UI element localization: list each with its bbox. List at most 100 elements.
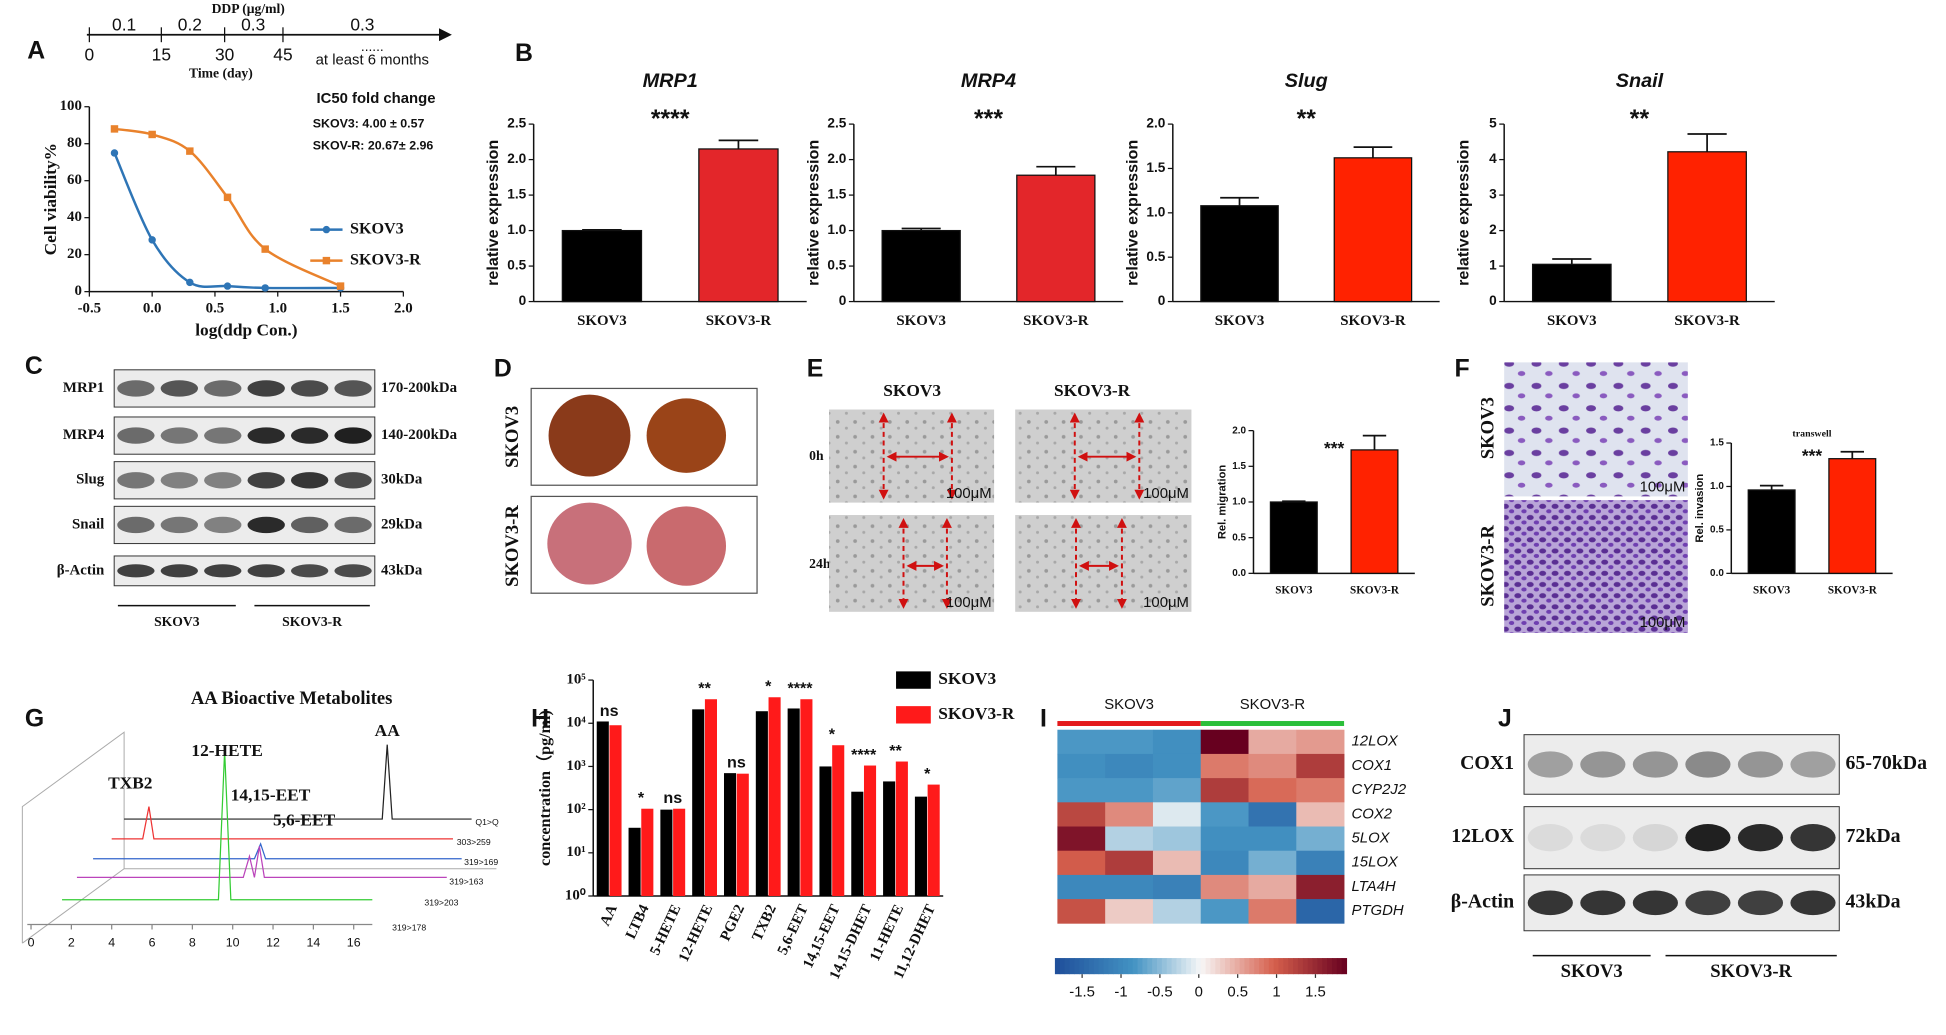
- blot-size: 65-70kDa: [1845, 752, 1927, 774]
- row-label: COX1: [1352, 758, 1393, 774]
- group-bar: [1200, 721, 1345, 726]
- panel-letter: E: [807, 355, 824, 382]
- y-tick-label: 0: [839, 293, 847, 308]
- blot-band: [334, 427, 372, 444]
- x-tick-label: SKOV3-R: [1674, 313, 1740, 329]
- blot-band: [1527, 890, 1573, 916]
- blot-band: [1632, 824, 1678, 852]
- transition-label: 319>169: [464, 857, 498, 867]
- x-tick-label: 4: [108, 935, 115, 949]
- colorbar-slice: [1293, 958, 1299, 975]
- annotation: IC50 fold change: [316, 91, 435, 107]
- trace: [93, 842, 462, 860]
- group-bar: [1057, 721, 1201, 726]
- legend-label: SKOV3: [938, 669, 996, 688]
- heat-cell: [1248, 778, 1297, 803]
- colorbar-tick-label: 0.5: [1227, 985, 1248, 1001]
- x-tick-label: 0.5: [206, 300, 225, 316]
- x-tick-label: SKOV3-R: [1350, 584, 1400, 596]
- y-tick-label: 20: [67, 246, 82, 262]
- heat-cell: [1057, 899, 1106, 924]
- blot-band: [1580, 751, 1626, 778]
- point: [186, 147, 194, 155]
- point: [148, 236, 156, 244]
- bar: [914, 796, 927, 897]
- colorbar-slice: [1239, 958, 1245, 975]
- y-tick-label: 2.5: [827, 116, 846, 131]
- row-label: COX2: [1352, 806, 1393, 822]
- legend-marker: [322, 256, 331, 265]
- panel-letter: H: [531, 705, 549, 732]
- colorbar-slice: [1059, 958, 1066, 975]
- legend-label: SKOV3-R: [938, 704, 1015, 723]
- annotation: SKOV-R: 20.67± 2.96: [313, 139, 434, 153]
- significance: *: [829, 726, 836, 744]
- colorbar-slice: [1327, 958, 1333, 975]
- timeline-dots: ......: [361, 39, 384, 54]
- bar: [1016, 174, 1096, 303]
- colorbar-slice: [1152, 958, 1158, 975]
- blot-band: [247, 427, 285, 444]
- timeline-axis-label: Time (day): [189, 66, 253, 82]
- colorbar-slice: [1195, 958, 1202, 975]
- bar: [1269, 501, 1318, 574]
- colorbar-slice: [1205, 958, 1211, 975]
- colorbar-slice: [1244, 958, 1250, 975]
- colorbar-slice: [1229, 958, 1236, 975]
- bar: [628, 827, 641, 897]
- blot-label: β-Actin: [1451, 890, 1514, 912]
- chart-title: MRP4: [961, 70, 1016, 92]
- y-axis-label: concentration（pg/ml): [536, 710, 554, 866]
- y-axis-label: Cell viability%: [41, 143, 60, 255]
- heat-cell: [1248, 826, 1297, 852]
- heat-cell: [1152, 753, 1202, 779]
- chart-title: MRP1: [643, 70, 698, 92]
- point: [261, 245, 269, 253]
- day-label: 0: [85, 44, 95, 64]
- blot-band: [1632, 890, 1678, 916]
- micrograph: [1504, 362, 1688, 497]
- x-tick-label: SKOV3: [1215, 313, 1265, 329]
- legend-swatch: [896, 671, 931, 689]
- y-tick-label: 1.0: [507, 222, 526, 237]
- significance: ns: [663, 789, 682, 807]
- colorbar-slice: [1186, 958, 1192, 975]
- legend-marker: [322, 225, 331, 234]
- heat-cell: [1248, 874, 1297, 900]
- blot-label: COX1: [1460, 752, 1514, 774]
- colorbar-slice: [1331, 958, 1338, 975]
- bar: [1667, 151, 1747, 303]
- dose-label: 0.1: [112, 15, 136, 35]
- colorbar-slice: [1181, 958, 1187, 975]
- significance: ***: [1802, 445, 1823, 465]
- x-tick-label: SKOV3: [1547, 313, 1597, 329]
- heat-cell: [1152, 778, 1202, 803]
- colorbar-slice: [1191, 958, 1197, 975]
- trace: [76, 846, 447, 879]
- y-tick-label: 0: [74, 283, 81, 299]
- blot-band: [117, 472, 155, 489]
- significance: ****: [787, 680, 813, 698]
- row-label: SKOV3: [1478, 397, 1499, 459]
- heat-cell: [1248, 802, 1297, 827]
- colorbar-slice: [1278, 958, 1284, 975]
- y-tick-label: 0.5: [827, 258, 846, 273]
- y-tick-label: 2: [1489, 222, 1497, 237]
- significance: ****: [851, 746, 877, 764]
- chart-title: Slug: [1285, 70, 1328, 92]
- significance: ***: [1324, 438, 1345, 458]
- dose-label: 0.3: [241, 15, 265, 35]
- colorbar-slice: [1225, 958, 1231, 975]
- colorbar-slice: [1122, 958, 1129, 975]
- y-tick-label: 2.0: [507, 151, 526, 166]
- x-tick-label: 12: [266, 935, 280, 949]
- point: [148, 130, 156, 139]
- colorbar-slice: [1127, 958, 1134, 975]
- micrograph: [1504, 500, 1688, 633]
- scale-bar: 100μM: [1143, 486, 1189, 502]
- blot-membrane: [113, 505, 376, 545]
- trace: [124, 744, 472, 820]
- liver: [646, 398, 727, 473]
- blot-band: [160, 427, 199, 444]
- dose-label: 0.2: [178, 15, 202, 35]
